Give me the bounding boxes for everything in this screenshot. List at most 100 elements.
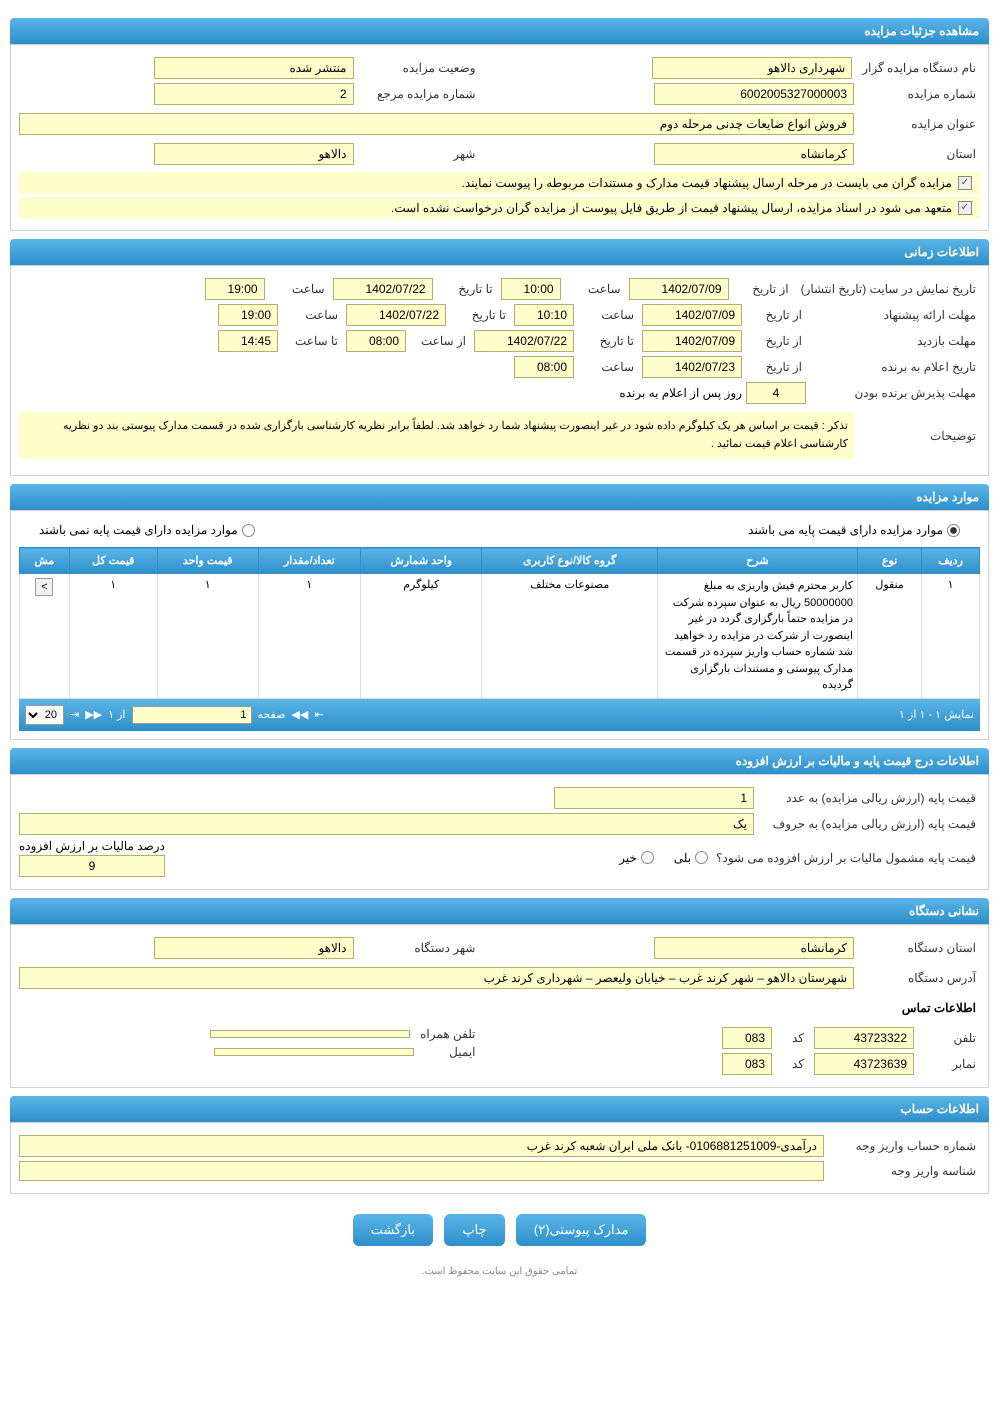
col-desc: شرح: [657, 548, 857, 574]
button-row: مدارک پیوستی(۲) چاپ بازگشت: [10, 1214, 989, 1246]
fax-label: نمابر: [920, 1057, 980, 1071]
expand-row-button[interactable]: >: [35, 578, 53, 596]
cell-unitprice: ۱: [157, 574, 258, 699]
visit-to-time: 14:45: [218, 330, 278, 352]
org-name-label: نام دستگاه مزایده گزار: [858, 61, 980, 75]
bid-to-date: 1402/07/22: [346, 304, 446, 326]
attach-docs-checkbox[interactable]: [958, 176, 972, 190]
cell-total: ۱: [69, 574, 157, 699]
has-base-price-label: موارد مزایده دارای قیمت پایه می باشند: [748, 523, 943, 537]
email-label: ایمیل: [420, 1045, 480, 1059]
cell-qty: ۱: [258, 574, 361, 699]
section-items-body: موارد مزایده دارای قیمت پایه می باشند مو…: [10, 510, 989, 740]
bid-from-time: 10:10: [514, 304, 574, 326]
pager-last-icon[interactable]: ⇥: [70, 708, 79, 721]
visit-to-date: 1402/07/22: [474, 330, 574, 352]
vat-question-label: قیمت پایه مشمول مالیات بر ارزش افزوده می…: [712, 851, 980, 865]
deposit-account-field: درآمدی-0106881251009- بانک ملی ایران شعب…: [19, 1135, 824, 1157]
auction-num-label: شماره مزایده: [860, 87, 980, 101]
no-base-price-radio[interactable]: [242, 524, 255, 537]
province-field: کرمانشاه: [654, 143, 854, 165]
status-label: وضعیت مزایده: [360, 61, 480, 75]
bid-from-date: 1402/07/09: [642, 304, 742, 326]
section-org-header: نشانی دستگاه: [10, 898, 989, 924]
desc-value: تذکر : قیمت بر اساس هر یک کیلوگرم داده ش…: [19, 412, 854, 459]
org-name-field: شهرداری دالاهو: [652, 57, 852, 79]
base-num-field: 1: [554, 787, 754, 809]
mobile-label: تلفن همراه: [416, 1027, 479, 1041]
phone-field: 43723322: [814, 1027, 914, 1049]
footer-text: تمامی حقوق این سایت محفوظ است.: [10, 1266, 989, 1277]
accept-deadline-label: مهلت پذیرش برنده بودن: [810, 386, 980, 400]
city-label: شهر: [360, 147, 480, 161]
col-unit: واحد شمارش: [361, 548, 482, 574]
section-account-header: اطلاعات حساب: [10, 1096, 989, 1122]
pager-bar: نمایش ۱ - ۱ از ۱ ⇤ ◀◀ صفحه از ۱ ▶▶ ⇥ 20: [19, 699, 980, 731]
col-total: قیمت کل: [69, 548, 157, 574]
auction-num-field: 6002005327000003: [654, 83, 854, 105]
cell-idx: ۱: [922, 574, 980, 699]
attach-docs-label: مزایده گران می بایست در مرحله ارسال پیشن…: [462, 176, 952, 190]
base-num-label: قیمت پایه (ارزش ریالی مزایده) به عدد: [760, 791, 980, 805]
bid-deadline-label: مهلت ارائه پیشنهاد: [810, 308, 980, 322]
section-details-header: مشاهده جزئیات مزایده: [10, 18, 989, 44]
status-field: منتشر شده: [154, 57, 354, 79]
pager-page-input[interactable]: [132, 706, 252, 724]
pager-of-label: از ۱: [108, 708, 125, 721]
city-field: دالاهو: [154, 143, 354, 165]
deposit-account-label: شماره حساب واریز وجه: [830, 1139, 980, 1153]
mobile-field: [210, 1030, 410, 1038]
pager-size-select[interactable]: 20: [25, 705, 64, 725]
desc-label: توضیحات: [860, 429, 980, 443]
pager-prev-icon[interactable]: ◀◀: [291, 708, 308, 721]
title-label: عنوان مزایده: [860, 117, 980, 131]
from-label-1: از تاریخ: [733, 282, 793, 296]
title-field: فروش انواع ضایعات چدنی مرحله دوم: [19, 113, 854, 135]
hour-label-4: ساعت: [282, 308, 342, 322]
deposit-id-label: شناسه واریز وجه: [830, 1164, 980, 1178]
phone-code-field: 083: [722, 1027, 772, 1049]
pager-page-label: صفحه: [258, 708, 286, 721]
base-text-field: یک: [19, 813, 754, 835]
vat-pct-label: درصد مالیات بر ارزش افزوده: [19, 839, 165, 853]
from-label-2: از تاریخ: [746, 308, 806, 322]
cell-desc: کاربر محترم فیش واریزی به مبلغ 50000000 …: [657, 574, 857, 699]
section-items-header: موارد مزایده: [10, 484, 989, 510]
to-label-2: تا تاریخ: [450, 308, 510, 322]
accept-suffix: روز پس از اعلام به برنده: [619, 386, 742, 400]
col-qty: تعداد/مقدار: [258, 548, 361, 574]
checkbox-row-1: مزایده گران می بایست در مرحله ارسال پیشن…: [19, 172, 980, 194]
vat-yes-radio[interactable]: [695, 851, 708, 864]
to-hour-label: تا ساعت: [282, 334, 342, 348]
hour-label-5: ساعت: [578, 360, 638, 374]
to-label-3: تا تاریخ: [578, 334, 638, 348]
ref-num-field: 2: [154, 83, 354, 105]
deposit-id-field: [19, 1161, 824, 1181]
accept-days: 4: [746, 382, 806, 404]
section-price-header: اطلاعات درج قیمت پایه و مالیات بر ارزش ا…: [10, 748, 989, 774]
display-date-label: تاریخ نمایش در سایت (تاریخ انتشار): [797, 282, 980, 296]
has-base-price-radio[interactable]: [947, 524, 960, 537]
print-button[interactable]: چاپ: [444, 1214, 504, 1246]
vat-yes-label: بلی: [674, 851, 691, 865]
display-to-time: 19:00: [205, 278, 265, 300]
winner-date: 1402/07/23: [642, 356, 742, 378]
vat-no-radio[interactable]: [641, 851, 654, 864]
from-label-3: از تاریخ: [746, 334, 806, 348]
no-file-checkbox[interactable]: [958, 201, 972, 215]
pager-next-icon[interactable]: ▶▶: [85, 708, 102, 721]
pager-first-icon[interactable]: ⇤: [314, 708, 323, 721]
cell-type: منقول: [857, 574, 921, 699]
winner-time: 08:00: [514, 356, 574, 378]
checkbox-row-2: متعهد می شود در اسناد مزایده، ارسال پیشن…: [19, 197, 980, 219]
hour-label-2: ساعت: [269, 282, 329, 296]
fax-field: 43723639: [814, 1053, 914, 1075]
phone-label: تلفن: [920, 1031, 980, 1045]
attached-docs-button[interactable]: مدارک پیوستی(۲): [516, 1214, 647, 1246]
back-button[interactable]: بازگشت: [353, 1214, 433, 1246]
cell-group: مصنوعات مختلف: [482, 574, 658, 699]
col-unitprice: قیمت واحد: [157, 548, 258, 574]
org-address-field: شهرستان دالاهو – شهر کرند غرب – خیابان و…: [19, 967, 854, 989]
section-time-body: تاریخ نمایش در سایت (تاریخ انتشار) از تا…: [10, 265, 989, 476]
base-text-label: قیمت پایه (ارزش ریالی مزایده) به حروف: [760, 817, 980, 831]
